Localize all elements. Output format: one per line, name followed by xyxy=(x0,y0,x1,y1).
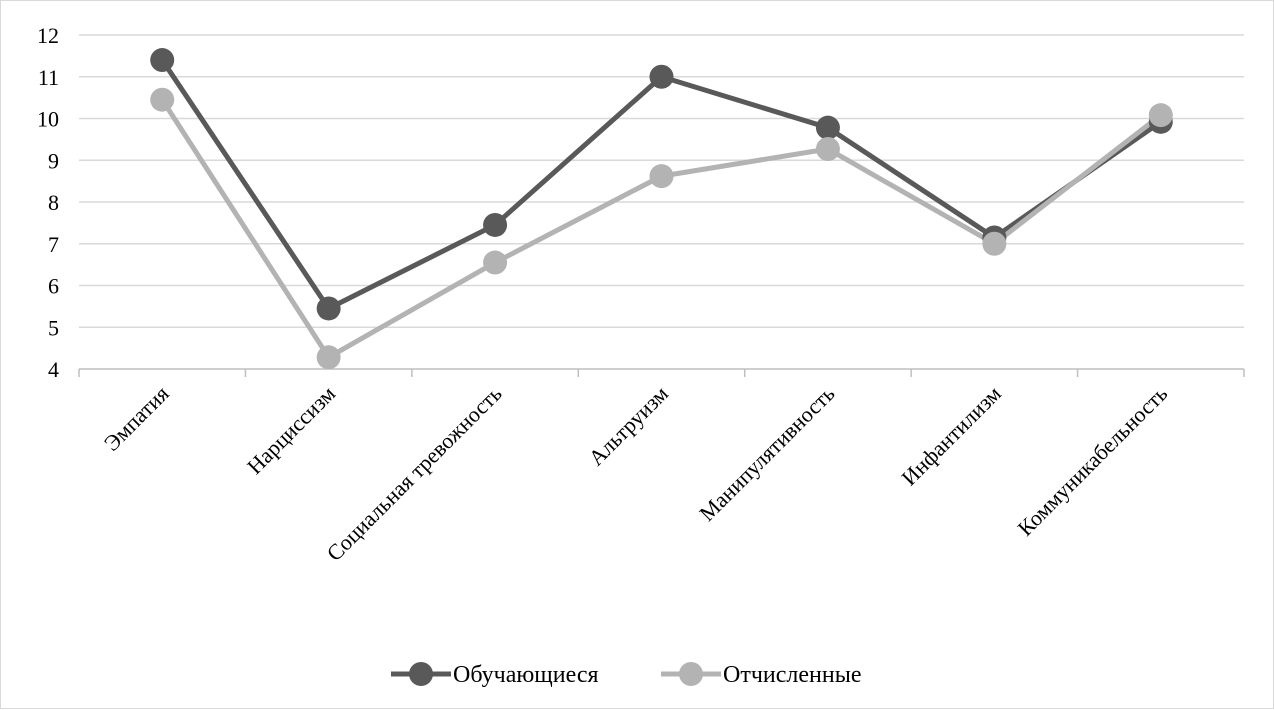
y-tick-label: 5 xyxy=(48,315,59,340)
data-point xyxy=(483,250,508,275)
series-layer xyxy=(150,48,1173,370)
legend: Обучающиеся Отчисленные xyxy=(391,662,861,688)
x-category-label: Эмпатия xyxy=(99,381,174,456)
data-point xyxy=(649,164,674,189)
y-tick-label: 7 xyxy=(48,232,59,257)
gridlines xyxy=(79,34,1244,328)
legend-label: Отчисленные xyxy=(723,662,861,688)
legend-swatch-marker xyxy=(409,662,433,686)
data-point xyxy=(316,345,341,370)
y-axis-ticks: 4 5 6 7 8 9 10 11 12 xyxy=(37,23,59,382)
x-category-label: Инфантилизм xyxy=(896,381,1006,491)
data-point xyxy=(483,212,508,237)
data-point xyxy=(649,64,674,89)
data-point xyxy=(815,136,840,161)
y-tick-label: 9 xyxy=(48,148,59,173)
y-tick-label: 11 xyxy=(38,65,59,90)
data-point xyxy=(316,296,341,321)
series-line-1 xyxy=(160,98,1163,360)
x-category-label: Альтруизм xyxy=(583,381,673,471)
y-tick-label: 6 xyxy=(48,274,59,299)
x-category-label: Коммуникабельность xyxy=(1012,381,1172,541)
x-category-label: Манипулятивность xyxy=(694,381,839,526)
y-tick-label: 12 xyxy=(37,23,59,48)
data-point xyxy=(982,231,1007,256)
y-tick-label: 4 xyxy=(48,357,59,382)
legend-label: Обучающиеся xyxy=(453,662,599,688)
data-point xyxy=(815,115,840,140)
y-tick-label: 8 xyxy=(48,190,59,215)
data-point xyxy=(150,48,175,73)
x-category-label: Социальная тревожность xyxy=(322,381,507,566)
y-tick-label: 10 xyxy=(37,107,59,132)
x-category-label: Нарциссизм xyxy=(242,381,340,479)
data-point xyxy=(1148,103,1173,128)
legend-swatch-marker xyxy=(679,662,703,686)
data-point xyxy=(150,87,175,112)
axes xyxy=(78,368,1245,377)
